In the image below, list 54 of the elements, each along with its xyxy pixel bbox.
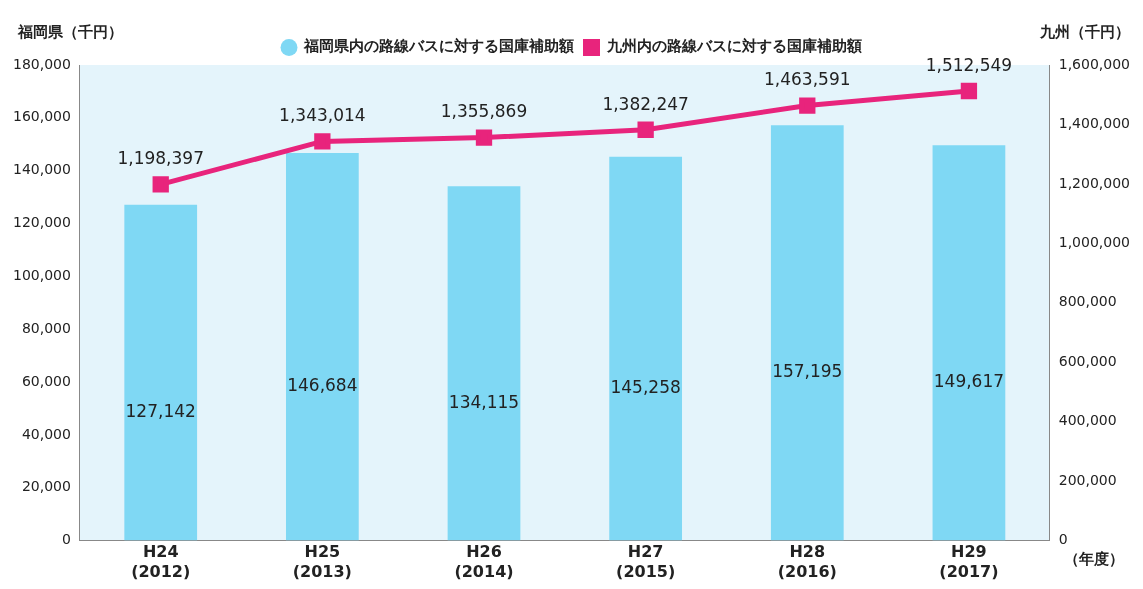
point [314, 133, 331, 150]
x-tick-label: H27 (2015) [616, 542, 676, 581]
y-tick-label: 60,000 [21, 372, 71, 389]
y-tick-label: 0 [61, 531, 71, 548]
point [637, 121, 654, 138]
y-tick-label: 40,000 [21, 425, 71, 442]
legend-label: 福岡県内の路線バスに対する国庫補助額 [303, 37, 574, 56]
bar [609, 156, 683, 541]
data-label: 1,512,549 [925, 54, 1013, 75]
y-tick-label: 80,000 [21, 319, 71, 336]
y2-axis-title: 九州（千円） [1039, 23, 1130, 42]
data-label: 1,355,869 [440, 101, 528, 122]
bar [124, 204, 198, 541]
y-tick-label: 100,000 [12, 267, 71, 284]
data-label: 1,343,014 [279, 105, 366, 126]
x-axis-title: （年度） [1063, 550, 1124, 569]
y-tick-label: 120,000 [12, 214, 71, 231]
point [475, 129, 493, 146]
x-tick-label: H29 (2017) [939, 542, 999, 581]
y2-tick-label: 800,000 [1058, 293, 1117, 310]
y2-tick-label: 1,600,000 [1058, 55, 1131, 72]
y2-tick-label: 600,000 [1058, 352, 1117, 369]
data-label: 134,115 [448, 391, 520, 412]
y2-tick-label: 1,000,000 [1058, 233, 1131, 250]
data-label: 1,382,247 [602, 93, 689, 114]
y2-tick-label: 1,200,000 [1058, 174, 1131, 191]
bar [285, 153, 359, 541]
x-tick-label: H25 (2013) [292, 542, 352, 581]
x-tick-label: H24 (2012) [131, 542, 191, 581]
y2-tick-label: 200,000 [1058, 471, 1117, 488]
data-label: 127,142 [125, 401, 196, 422]
y-tick-label: 20,000 [21, 478, 71, 495]
point [799, 97, 816, 114]
bar [932, 145, 1006, 541]
data-label: 149,617 [933, 371, 1005, 392]
y2-tick-label: 0 [1058, 531, 1068, 548]
x-tick-label: H28 (2016) [777, 542, 837, 581]
point [960, 82, 978, 100]
data-label: 1,198,397 [117, 148, 204, 169]
data-label: 145,258 [610, 377, 681, 398]
data-label: 146,684 [287, 375, 358, 396]
y-tick-label: 140,000 [12, 161, 71, 178]
bar [770, 125, 844, 541]
y2-tick-label: 400,000 [1058, 412, 1117, 429]
y-tick-label: 180,000 [12, 55, 71, 72]
y2-tick-label: 1,400,000 [1058, 115, 1131, 132]
data-label: 157,195 [772, 361, 843, 382]
y-tick-label: 160,000 [12, 108, 71, 125]
data-label: 1,463,591 [764, 69, 851, 90]
bar [447, 186, 521, 541]
point [152, 176, 169, 193]
y-axis-title: 福岡県（千円） [16, 23, 123, 42]
legend-label: 九州内の路線バスに対する国庫補助額 [605, 37, 862, 56]
x-tick-label: H26 (2014) [454, 542, 514, 581]
